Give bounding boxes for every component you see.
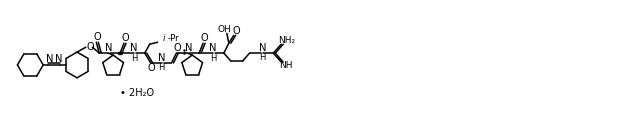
Text: H: H	[210, 54, 216, 62]
Text: N: N	[184, 43, 192, 53]
Text: O: O	[148, 63, 156, 73]
Text: i: i	[163, 34, 165, 43]
Text: O: O	[121, 33, 129, 43]
Text: H: H	[131, 54, 137, 62]
Text: N: N	[105, 43, 113, 53]
Text: O: O	[233, 26, 241, 36]
Text: OH: OH	[218, 25, 232, 34]
Text: N: N	[209, 43, 217, 53]
Text: O: O	[93, 32, 101, 42]
Text: O: O	[86, 42, 94, 52]
Text: N: N	[55, 54, 62, 64]
Text: H: H	[259, 53, 266, 62]
Text: O: O	[173, 43, 181, 53]
Text: N: N	[130, 43, 138, 53]
Text: N: N	[46, 54, 53, 64]
Text: • 2H₂O: • 2H₂O	[120, 88, 154, 98]
Text: N: N	[259, 43, 266, 53]
Text: N: N	[158, 53, 165, 62]
Text: H: H	[158, 63, 164, 72]
Text: -Pr: -Pr	[168, 34, 179, 43]
Text: NH₂: NH₂	[278, 36, 296, 45]
Text: O: O	[200, 33, 208, 43]
Text: NH: NH	[280, 62, 293, 70]
